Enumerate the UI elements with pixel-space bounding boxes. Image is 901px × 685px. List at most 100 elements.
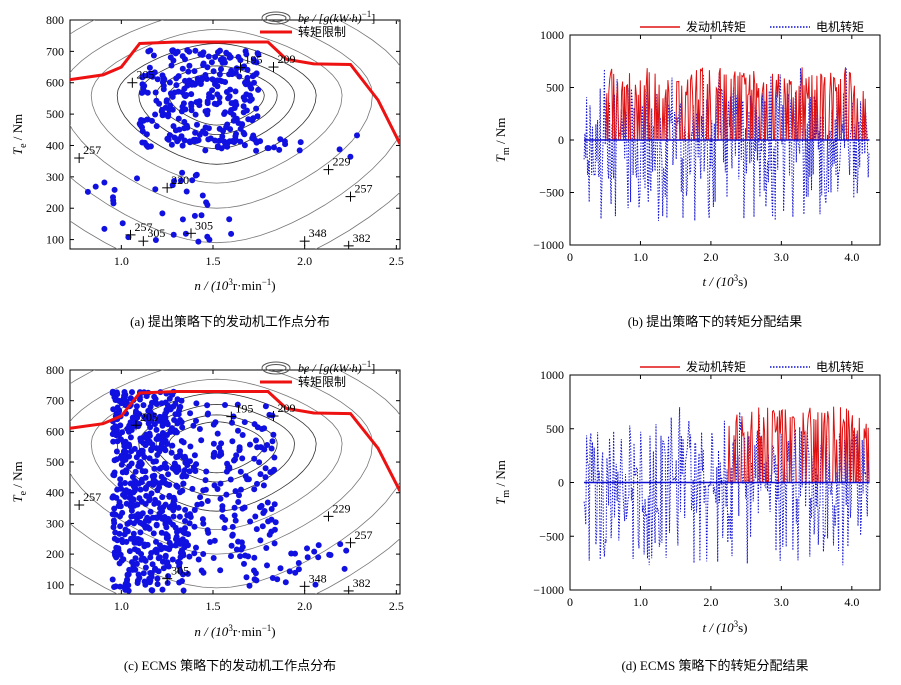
operating-point: [196, 131, 203, 138]
operating-point: [231, 504, 238, 511]
operating-point: [216, 444, 223, 451]
legend-contour-swatch: [261, 11, 291, 25]
operating-point: [141, 454, 148, 461]
operating-point: [117, 551, 124, 558]
operating-point: [189, 177, 196, 184]
axis-label-part: T: [493, 497, 508, 505]
operating-point: [142, 485, 149, 492]
operating-point: [212, 54, 219, 60]
operating-point: [125, 234, 132, 241]
operating-point: [241, 142, 248, 149]
contour-label: 209: [278, 401, 296, 415]
operating-point: [135, 538, 142, 545]
y-tick-label: 400: [46, 486, 64, 500]
operating-point: [268, 506, 275, 512]
operating-point: [152, 237, 159, 243]
operating-point: [113, 448, 120, 455]
operating-point: [137, 529, 144, 536]
legend-part: −1: [362, 9, 372, 19]
y-tick-label: 600: [46, 76, 64, 90]
operating-point: [131, 502, 138, 509]
operating-point: [232, 488, 239, 495]
operating-point: [251, 58, 258, 65]
operating-point: [232, 517, 239, 524]
operating-point: [239, 121, 246, 128]
operating-point: [288, 550, 295, 557]
operating-point: [175, 115, 182, 122]
operating-point: [164, 402, 171, 409]
operating-point: [311, 548, 318, 555]
operating-point: [337, 541, 344, 548]
operating-point: [183, 473, 190, 480]
operating-point: [232, 456, 238, 463]
contour-label: 205: [136, 68, 154, 82]
x-axis-label: n / (103r·min−1): [194, 623, 275, 639]
operating-point: [214, 430, 221, 437]
efficiency-contour: [70, 20, 400, 244]
operating-point: [128, 480, 135, 487]
operating-point: [264, 499, 271, 506]
contour-label: 205: [140, 410, 158, 424]
operating-point: [166, 493, 173, 500]
operating-point: [216, 94, 223, 101]
operating-point: [210, 68, 217, 75]
operating-point: [261, 446, 268, 453]
operating-point: [199, 51, 206, 58]
operating-point: [186, 48, 193, 55]
operating-point: [165, 573, 172, 580]
operating-point: [257, 537, 264, 544]
operating-point: [184, 570, 191, 577]
operating-point: [229, 523, 236, 530]
operating-point: [276, 146, 283, 153]
contour-label: 257: [355, 182, 373, 196]
operating-point: [109, 511, 116, 518]
operating-point: [160, 565, 167, 572]
operating-point: [206, 236, 213, 243]
operating-point: [170, 48, 176, 55]
x-tick-label: 3.0: [774, 595, 789, 609]
plot-area: 205 195 209 257 229 257 305 348 382: [70, 370, 400, 594]
operating-point: [169, 442, 176, 449]
operating-point: [196, 102, 203, 109]
operating-point: [123, 469, 130, 476]
operating-point: [113, 389, 120, 396]
operating-point: [205, 53, 212, 60]
operating-point: [109, 431, 116, 438]
operating-point: [262, 403, 269, 410]
operating-point: [145, 517, 152, 524]
y-axis-label: Tm / Nm: [493, 118, 512, 163]
operating-point: [143, 393, 150, 400]
axis-label-part: ): [271, 278, 275, 293]
operating-point: [198, 500, 205, 507]
operating-point: [117, 523, 124, 530]
operating-point: [238, 486, 244, 493]
operating-point: [219, 506, 226, 513]
operating-point: [202, 147, 209, 154]
y-tick-label: 300: [46, 170, 64, 184]
operating-point: [200, 551, 207, 557]
operating-point: [253, 437, 259, 444]
x-tick-label: 0: [567, 250, 573, 264]
axis-label-part: ): [271, 624, 275, 639]
operating-point: [153, 123, 160, 130]
operating-point: [251, 567, 257, 574]
operating-point: [161, 460, 168, 467]
operating-point: [253, 105, 260, 112]
operating-point: [164, 580, 171, 586]
contour-label: 348: [309, 226, 327, 240]
operating-point: [271, 501, 278, 508]
operating-point: [114, 486, 121, 493]
operating-point: [161, 514, 168, 520]
operating-point: [164, 481, 171, 488]
operating-point: [277, 136, 284, 143]
x-tick-label: 0: [567, 595, 573, 609]
operating-point: [158, 400, 165, 407]
operating-point: [186, 520, 193, 527]
operating-point: [219, 514, 226, 520]
operating-point: [227, 86, 234, 93]
legend-contour-label: be / [g(kW·h)−1]: [298, 9, 375, 25]
x-tick-label: 2.0: [297, 599, 312, 613]
operating-point: [122, 480, 128, 486]
operating-point: [116, 560, 123, 567]
